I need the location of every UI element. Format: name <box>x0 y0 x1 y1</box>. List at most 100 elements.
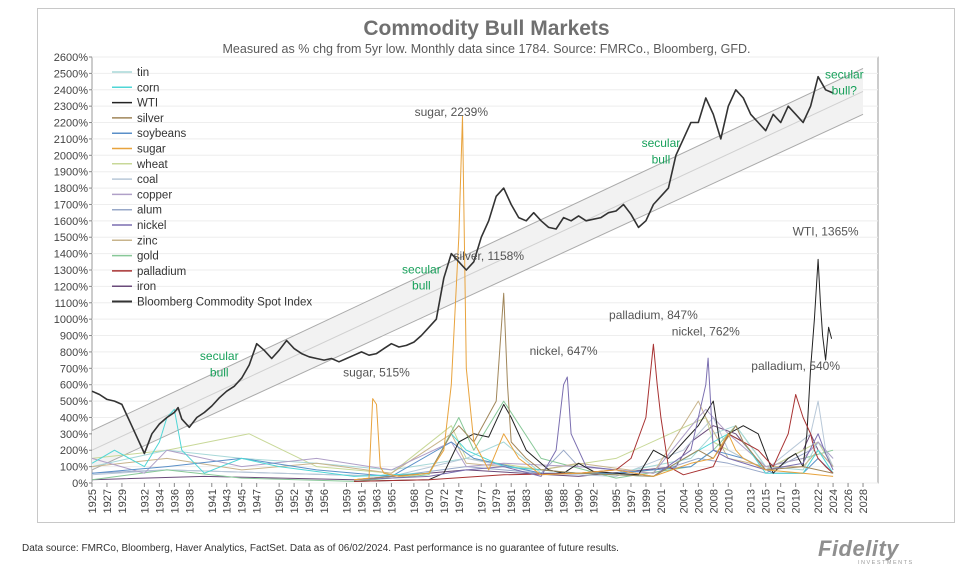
y-tick-label: 800% <box>60 347 88 359</box>
y-tick-label: 1800% <box>54 183 88 195</box>
y-tick-label: 1900% <box>54 167 88 179</box>
y-tick-label: 2200% <box>54 118 88 130</box>
x-tick-label: 1956 <box>319 489 331 513</box>
y-tick-label: 700% <box>60 363 88 375</box>
x-tick-label: 2015 <box>761 489 773 513</box>
x-tick-label: 1990 <box>574 489 586 513</box>
x-tick-label: 2017 <box>776 489 788 513</box>
x-tick-label: 2028 <box>858 489 870 513</box>
x-tick-label: 1999 <box>641 489 653 513</box>
x-tick-label: 2001 <box>656 489 668 513</box>
series-line-coal <box>91 400 834 477</box>
x-tick-label: 2010 <box>723 489 735 513</box>
x-tick-label: 1925 <box>87 489 99 513</box>
x-tick-label: 1945 <box>237 489 249 513</box>
legend-label: tin <box>137 67 149 79</box>
legend: tin corn WTI silver soybeans sugar wheat coal co… <box>112 67 312 309</box>
x-tick-label: 2026 <box>843 489 855 513</box>
x-tick-label: 1977 <box>476 489 488 513</box>
legend-label: sugar <box>137 144 166 156</box>
annotation-label: palladium, 847% <box>609 308 698 322</box>
annotation-label: nickel, 647% <box>530 344 598 358</box>
x-tick-label: 1961 <box>356 489 368 513</box>
annotation-label: secular <box>642 136 681 150</box>
annotation-label: bull <box>210 366 229 380</box>
x-tick-label: 1983 <box>521 489 533 513</box>
x-tick-label: 1965 <box>386 489 398 513</box>
trend-line-middle <box>91 90 864 451</box>
legend-label: Bloomberg Commodity Spot Index <box>137 297 312 309</box>
x-tick-label: 1988 <box>559 489 571 513</box>
series-line-sugar <box>353 115 834 481</box>
x-tick-label: 1963 <box>371 489 383 513</box>
trend-line-lower <box>91 113 864 471</box>
x-tick-label: 1943 <box>222 489 234 513</box>
y-tick-label: 900% <box>60 331 88 343</box>
x-tick-label: 2019 <box>791 489 803 513</box>
annotation-label: bull? <box>832 84 858 98</box>
annotation-label: sugar, 515% <box>343 366 410 380</box>
legend-label: alum <box>137 205 162 217</box>
y-tick-label: 1500% <box>54 232 88 244</box>
chart-title: Commodity Bull Markets <box>363 17 610 40</box>
x-tick-label: 1997 <box>626 489 638 513</box>
x-tick-label: 1952 <box>289 489 301 513</box>
series-line-wti <box>353 258 833 482</box>
annotation-label: secular <box>825 67 864 81</box>
x-tick-label: 1968 <box>409 489 421 513</box>
fidelity-logo-sub: INVESTMENTS <box>858 560 914 566</box>
y-tick-label: 200% <box>60 445 88 457</box>
annotation-label: bull <box>652 153 671 167</box>
x-tick-label: 1950 <box>274 489 286 513</box>
x-tick-label: 1947 <box>252 489 264 513</box>
y-tick-label: 1700% <box>54 199 88 211</box>
series-line-silver <box>353 292 834 481</box>
annotation-label: bull <box>412 279 431 293</box>
x-tick-label: 1927 <box>102 489 114 513</box>
annotation-label: sugar, 2239% <box>415 105 489 119</box>
y-tick-label: 1600% <box>54 216 88 228</box>
series-line-bloomberg-commodity-spot-index <box>91 75 834 455</box>
legend-label: iron <box>137 281 156 293</box>
chart-subtitle: Measured as % chg from 5yr low. Monthly … <box>222 42 751 56</box>
y-tick-label: 1100% <box>55 298 89 310</box>
y-tick-label: 0% <box>72 478 88 490</box>
x-tick-label: 2022 <box>813 489 825 513</box>
annotation-label: silver, 1158% <box>454 249 525 263</box>
x-tick-label: 1992 <box>589 489 601 513</box>
y-tick-label: 100% <box>60 462 88 474</box>
x-tick-label: 2013 <box>746 489 758 513</box>
annotation-label: WTI, 1365% <box>793 225 859 239</box>
x-tick-label: 2024 <box>828 489 840 513</box>
annotation-label: palladium, 540% <box>751 359 840 373</box>
x-tick-label: 1995 <box>611 489 623 513</box>
y-tick-label: 2000% <box>54 150 88 162</box>
x-tick-label: 1938 <box>184 489 196 513</box>
x-tick-label: 1936 <box>169 489 181 513</box>
x-tick-label: 1972 <box>439 489 451 513</box>
legend-label: palladium <box>137 266 186 278</box>
x-tick-label: 2006 <box>693 489 705 513</box>
x-tick-label: 1959 <box>342 489 354 513</box>
x-tick-label: 1954 <box>304 489 316 513</box>
legend-label: gold <box>137 251 159 263</box>
legend-label: WTI <box>137 98 158 110</box>
y-tick-label: 400% <box>60 412 88 424</box>
legend-label: soybeans <box>137 128 186 140</box>
axes-layer: 0% 100% 200% 300% 400% 500% 600% 700% 800% 900% 10… <box>54 52 870 513</box>
annotation-label: secular <box>402 262 441 276</box>
y-tick-label: 1200% <box>54 281 88 293</box>
footer-note: Data source: FMRCo, Bloomberg, Haver Ana… <box>22 543 619 554</box>
x-tick-label: 2008 <box>708 489 720 513</box>
series-layer <box>91 75 834 482</box>
legend-label: copper <box>137 189 172 201</box>
y-tick-label: 1000% <box>54 314 88 326</box>
y-tick-label: 2400% <box>54 85 88 97</box>
x-tick-label: 1979 <box>491 489 503 513</box>
x-tick-label: 2004 <box>678 489 690 513</box>
x-tick-label: 1929 <box>117 489 129 513</box>
fidelity-logo: Fidelity <box>818 536 900 561</box>
y-tick-label: 2300% <box>54 101 88 113</box>
x-tick-label: 1970 <box>424 489 436 513</box>
y-tick-label: 500% <box>60 396 88 408</box>
